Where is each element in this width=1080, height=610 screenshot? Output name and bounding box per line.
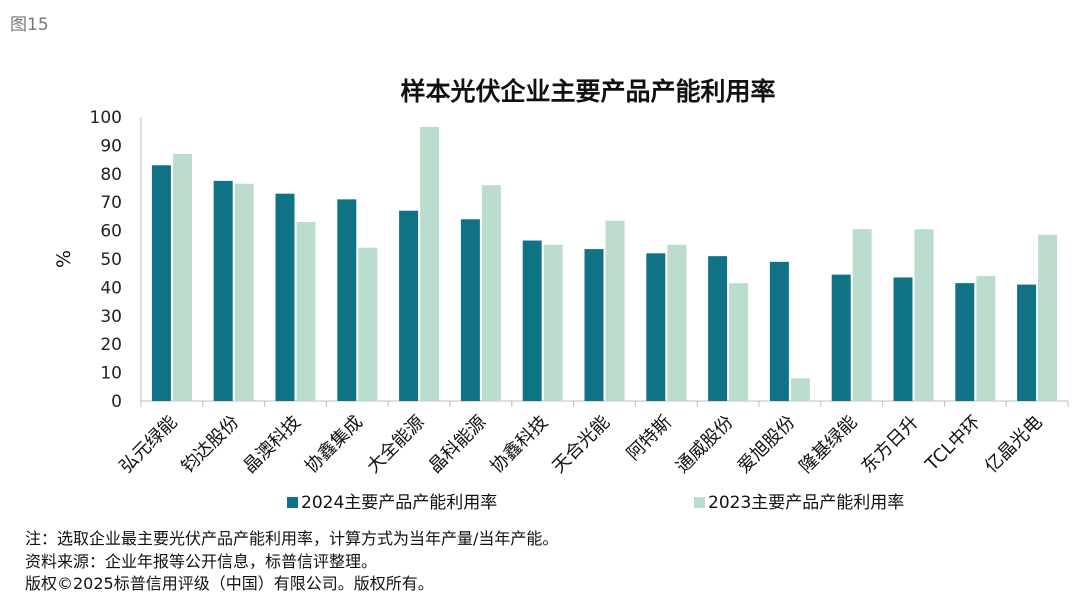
x-tick-label: TCL中环 bbox=[921, 412, 985, 476]
x-tick-label: 大全能源 bbox=[363, 412, 429, 478]
x-tick-label: 阿特斯 bbox=[623, 412, 676, 465]
y-tick-label: 40 bbox=[100, 278, 122, 298]
bar-2023 bbox=[852, 229, 872, 401]
y-tick-label: 80 bbox=[100, 165, 122, 185]
bar-2023 bbox=[729, 283, 749, 401]
note-line: 注：选取企业最主要光伏产品产能利用率，计算方式为当年产量/当年产能。 bbox=[25, 529, 559, 548]
bar-2024 bbox=[337, 199, 357, 401]
bar-2024 bbox=[955, 283, 975, 401]
bar-chart: 样本光伏企业主要产品产能利用率 % 0 10 20 30 40 50 60 70 80 90 100… bbox=[53, 77, 1069, 513]
x-tick-label: 协鑫集成 bbox=[301, 412, 367, 478]
bar-2023 bbox=[790, 378, 810, 401]
x-tick-label: 东方日升 bbox=[857, 412, 923, 478]
bar-2023 bbox=[914, 229, 934, 401]
source-line: 资料来源：企业年报等公开信息，标普信评整理。 bbox=[25, 551, 378, 571]
notes: 注：选取企业最主要光伏产品产能利用率，计算方式为当年产量/当年产能。 资料来源：… bbox=[25, 528, 558, 596]
x-tick-label: 钧达股份 bbox=[177, 412, 243, 478]
x-tick-label: 晶澳科技 bbox=[239, 412, 305, 478]
bar-2024 bbox=[522, 240, 542, 401]
bar-2023 bbox=[605, 220, 625, 401]
bar-2024 bbox=[769, 261, 789, 401]
bar-2023 bbox=[976, 276, 996, 401]
bar-2024 bbox=[1017, 284, 1037, 401]
y-axis-label: % bbox=[53, 250, 75, 268]
y-tick-label: 70 bbox=[100, 193, 122, 213]
axes bbox=[140, 117, 1069, 407]
bar-2024 bbox=[460, 219, 480, 401]
bar-2024 bbox=[275, 193, 295, 401]
x-tick-label: 协鑫科技 bbox=[486, 412, 552, 478]
bar-2023 bbox=[234, 183, 254, 401]
bar-2024 bbox=[213, 180, 233, 401]
x-tick-label: 隆基绿能 bbox=[795, 412, 861, 478]
x-tick-label: 天合光能 bbox=[548, 412, 614, 478]
y-tick-label: 0 bbox=[111, 392, 122, 412]
bar-2024 bbox=[151, 165, 171, 401]
y-tick-label: 10 bbox=[100, 364, 122, 384]
bar-2023 bbox=[543, 244, 563, 401]
bar-2023 bbox=[481, 185, 501, 401]
figure-label: 图15 bbox=[10, 15, 49, 35]
legend-label: 2023主要产品产能利用率 bbox=[708, 493, 904, 513]
chart-title: 样本光伏企业主要产品产能利用率 bbox=[400, 77, 775, 106]
bar-2024 bbox=[646, 253, 666, 401]
y-tick-label: 60 bbox=[100, 222, 122, 242]
y-tick-label: 90 bbox=[100, 136, 122, 156]
bar-2023 bbox=[358, 247, 378, 401]
bar-2024 bbox=[893, 277, 913, 401]
bar-2024 bbox=[708, 256, 728, 401]
bar-2024 bbox=[584, 249, 604, 401]
x-tick-label: 通威股份 bbox=[672, 412, 738, 478]
legend: 2024主要产品产能利用率 2023主要产品产能利用率 bbox=[287, 493, 904, 513]
x-tick-label: 弘元绿能 bbox=[116, 412, 182, 478]
x-tick-label: 爱旭股份 bbox=[734, 412, 800, 478]
x-tick-label: 晶科能源 bbox=[425, 412, 491, 478]
legend-label: 2024主要产品产能利用率 bbox=[301, 493, 497, 513]
bar-2023 bbox=[667, 244, 687, 401]
bar-2023 bbox=[1038, 234, 1058, 401]
bar-2023 bbox=[420, 126, 440, 401]
bar-2024 bbox=[399, 210, 419, 401]
y-tick-label: 20 bbox=[100, 335, 122, 355]
y-tick-label: 30 bbox=[100, 307, 122, 327]
legend-swatch bbox=[287, 497, 298, 508]
bar-2023 bbox=[296, 222, 316, 401]
y-tick-label: 100 bbox=[90, 108, 122, 128]
copyright-line: 版权©2025标普信用评级（中国）有限公司。版权所有。 bbox=[25, 574, 434, 593]
bar-2023 bbox=[172, 153, 192, 401]
bars bbox=[151, 126, 1058, 401]
bar-2024 bbox=[831, 274, 851, 401]
y-tick-label: 50 bbox=[100, 250, 122, 270]
y-axis-ticks: 0 10 20 30 40 50 60 70 80 90 100 bbox=[90, 108, 122, 412]
x-tick-label: 亿晶光电 bbox=[981, 412, 1047, 478]
legend-swatch bbox=[694, 497, 705, 508]
